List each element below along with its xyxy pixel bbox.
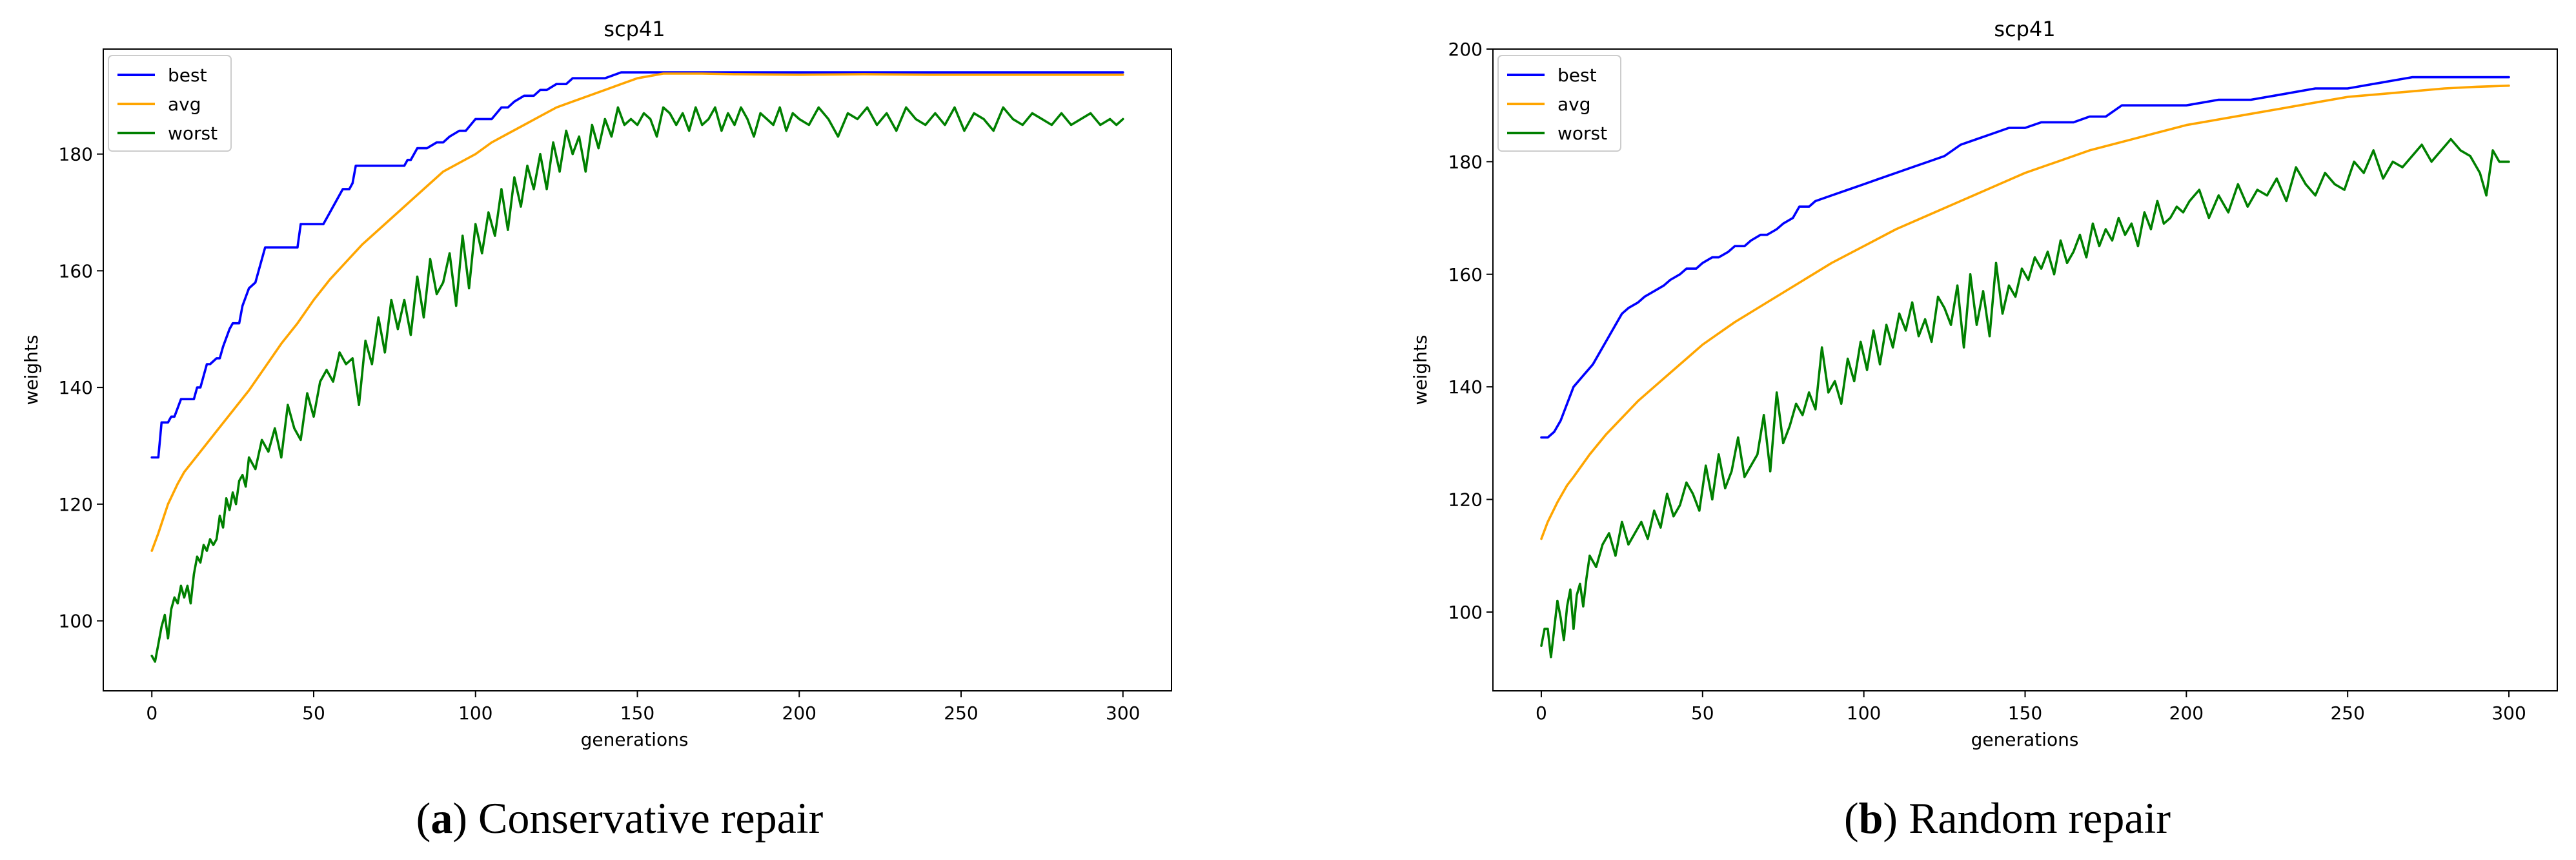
x-tick-label: 250 <box>2330 702 2364 724</box>
x-axis: 0 50 100 150 200 250 300 <box>1536 691 2526 724</box>
y-tick-label: 200 <box>1448 39 1483 60</box>
legend-label-avg: avg <box>1557 94 1591 115</box>
y-axis: 100 120 140 160 180 200 <box>1448 39 1493 623</box>
legend-label-worst: worst <box>1557 123 1607 144</box>
axes-frame <box>1492 48 2558 691</box>
x-tick-label: 50 <box>1691 702 1714 724</box>
legend-label-worst: worst <box>168 123 218 144</box>
x-tick-label: 150 <box>620 702 654 724</box>
series-line-avg <box>1540 84 2510 540</box>
legend-box <box>1497 55 1621 152</box>
x-tick-label: 50 <box>302 702 325 724</box>
x-tick-label: 150 <box>2008 702 2042 724</box>
caption-b: (b) Random repair <box>1844 793 2171 843</box>
plot-area <box>150 71 1124 663</box>
x-axis: 0 50 100 150 200 250 300 <box>146 691 1140 724</box>
series-line-avg <box>150 72 1124 552</box>
axes-frame <box>103 48 1172 691</box>
x-tick-label: 250 <box>944 702 978 724</box>
x-axis-label: generations <box>1971 729 2079 750</box>
legend-label-best: best <box>168 65 207 86</box>
y-tick-label: 180 <box>59 144 93 165</box>
x-axis-label: generations <box>581 729 689 750</box>
y-tick-label: 100 <box>59 611 93 632</box>
x-tick-label: 300 <box>2491 702 2526 724</box>
legend-box <box>108 55 232 152</box>
x-tick-label: 100 <box>458 702 492 724</box>
x-tick-label: 200 <box>2169 702 2204 724</box>
x-tick-label: 0 <box>1536 702 1547 724</box>
panel-b: scp41 100 120 140 160 180 200 0 50 100 150 200 250… <box>1410 17 2558 750</box>
plot-area <box>1540 76 2510 659</box>
panel-a: scp41 100 120 140 160 180 0 50 100 150 200 250 300… <box>21 17 1172 750</box>
legend: best avg worst <box>1497 55 1621 152</box>
caption-text: Random repair <box>1898 793 2171 843</box>
caption-letter: a <box>431 793 452 843</box>
y-tick-label: 160 <box>1448 264 1483 285</box>
legend-label-best: best <box>1557 65 1597 86</box>
x-tick-label: 0 <box>146 702 157 724</box>
y-tick-label: 140 <box>1448 376 1483 398</box>
y-axis: 100 120 140 160 180 <box>59 144 103 632</box>
x-tick-label: 300 <box>1106 702 1140 724</box>
y-tick-label: 160 <box>59 260 93 282</box>
series-line-best <box>150 71 1124 459</box>
y-tick-label: 120 <box>1448 489 1483 511</box>
y-axis-label: weights <box>21 335 42 405</box>
legend: best avg worst <box>108 55 232 152</box>
caption-a: (a) Conservative repair <box>416 793 824 843</box>
y-tick-label: 100 <box>1448 602 1483 623</box>
y-tick-label: 180 <box>1448 151 1483 172</box>
series-line-worst <box>1540 138 2510 659</box>
series-line-worst <box>150 106 1124 663</box>
chart-title: scp41 <box>1994 17 2055 41</box>
chart-title: scp41 <box>603 17 665 41</box>
caption-letter: b <box>1859 793 1883 843</box>
y-axis-label: weights <box>1410 335 1431 405</box>
legend-label-avg: avg <box>168 94 201 115</box>
y-tick-label: 120 <box>59 494 93 515</box>
series-line-best <box>1540 76 2510 439</box>
caption-text: Conservative repair <box>467 793 824 843</box>
x-tick-label: 200 <box>782 702 816 724</box>
x-tick-label: 100 <box>1847 702 1881 724</box>
y-tick-label: 140 <box>59 377 93 398</box>
